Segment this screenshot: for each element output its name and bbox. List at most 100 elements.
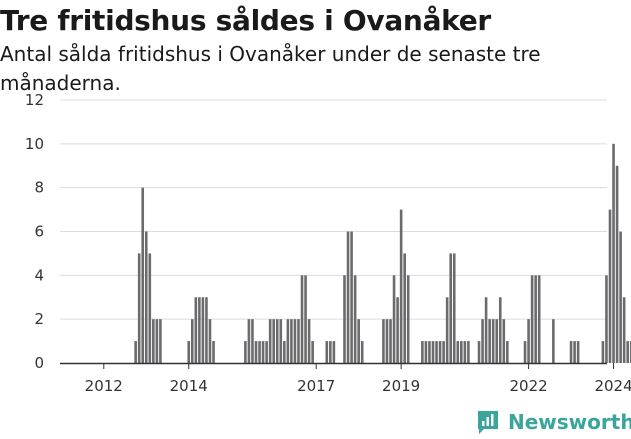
bar: [251, 319, 254, 363]
bar: [605, 275, 608, 363]
bar: [343, 275, 346, 363]
bar: [198, 297, 201, 363]
bar: [406, 275, 410, 363]
bar: [283, 341, 286, 363]
x-tick-label: 2024: [594, 377, 631, 395]
bar: [438, 341, 442, 363]
bar: [392, 275, 396, 363]
bar: [360, 341, 364, 363]
bar: [626, 341, 629, 363]
bar: [403, 253, 406, 363]
bar: [350, 231, 353, 363]
bar: [325, 341, 329, 363]
bar: [258, 341, 261, 363]
x-tick-label: 2014: [170, 377, 208, 395]
x-tick-label: 2017: [297, 377, 335, 395]
bar: [445, 297, 449, 363]
bar: [141, 187, 145, 363]
bar: [523, 341, 527, 363]
y-axis-ticks: 0 2 4 6 8 10 12: [25, 91, 44, 372]
bar: [265, 341, 268, 363]
bar: [612, 143, 615, 363]
bar: [431, 341, 435, 363]
bar: [272, 319, 275, 363]
bar: [573, 341, 576, 363]
bar: [159, 319, 162, 363]
bar: [534, 275, 537, 363]
bar: [212, 341, 215, 363]
bar: [293, 319, 297, 363]
bar: [495, 319, 499, 363]
bars: [134, 143, 631, 363]
bar: [615, 165, 619, 363]
bar: [424, 341, 428, 363]
bar: [460, 341, 463, 363]
y-tick-label: 12: [25, 91, 44, 109]
y-tick-label: 0: [34, 354, 44, 372]
bar: [357, 319, 360, 363]
bar: [300, 275, 304, 363]
bar: [279, 319, 283, 363]
bar: [481, 319, 484, 363]
bar: [134, 341, 137, 363]
bar: [275, 319, 279, 363]
bar: [629, 341, 631, 363]
bar: [527, 319, 530, 363]
bar: [467, 341, 470, 363]
chart-title: Tre fritidshus såldes i Ovanåker: [0, 4, 491, 37]
bar: [452, 253, 456, 363]
bar: [290, 319, 293, 363]
bar: [502, 319, 506, 363]
bar: [385, 319, 389, 363]
bar: [576, 341, 580, 363]
bar: [353, 275, 357, 363]
bar: [148, 253, 152, 363]
bar: [190, 319, 194, 363]
bar: [205, 297, 208, 363]
bar: [155, 319, 159, 363]
y-tick-label: 6: [34, 223, 44, 241]
bar: [201, 297, 205, 363]
bar: [311, 341, 314, 363]
bar: [208, 319, 212, 363]
bar: [286, 319, 290, 363]
bar: [552, 319, 555, 363]
bar: [537, 275, 541, 363]
bar: [329, 341, 332, 363]
bar: [484, 297, 488, 363]
bar: [530, 275, 534, 363]
bar: [261, 341, 265, 363]
bar: [137, 253, 141, 363]
bar: [268, 319, 272, 363]
grid-lines: [60, 99, 607, 320]
y-tick-label: 2: [34, 310, 44, 328]
bar: [477, 341, 481, 363]
y-tick-label: 8: [34, 179, 44, 197]
bar: [456, 341, 460, 363]
bar: [247, 319, 251, 363]
newsworthy-logo-icon: [478, 411, 498, 434]
y-tick-label: 10: [25, 135, 44, 153]
bar: [435, 341, 438, 363]
bar: [396, 297, 399, 363]
bar: [307, 319, 311, 363]
bar: [608, 209, 612, 363]
bar: [382, 319, 385, 363]
bar: [194, 297, 198, 363]
x-axis: 2012 2014 2017 2019 2022 2024: [60, 362, 631, 395]
bar: [622, 297, 626, 363]
bar: [491, 319, 495, 363]
bar: [304, 275, 307, 363]
bar: [254, 341, 258, 363]
bar: [346, 231, 350, 363]
bar: [421, 341, 424, 363]
bar: [488, 319, 491, 363]
bar: [187, 341, 191, 363]
bar: [428, 341, 431, 363]
bar: [297, 319, 300, 363]
bar: [399, 209, 403, 363]
bar: [152, 319, 155, 363]
bar: [442, 341, 445, 363]
bar: [389, 319, 392, 363]
